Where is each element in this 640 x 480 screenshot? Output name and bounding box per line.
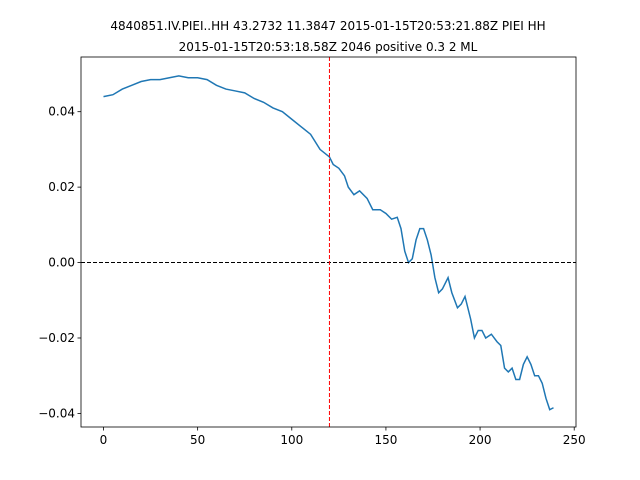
x-tick-label: 250: [563, 433, 586, 447]
y-tick-label: 0.04: [48, 105, 75, 119]
x-tick-label: 50: [190, 433, 205, 447]
y-tick-label: 0.00: [48, 256, 75, 270]
y-tick-label: −0.02: [38, 331, 75, 345]
y-tick-label: 0.02: [48, 180, 75, 194]
x-tick-label: 100: [280, 433, 303, 447]
x-tick-label: 0: [100, 433, 108, 447]
plot-frame: [80, 56, 577, 428]
chart-title: 2015-01-15T20:53:18.58Z 2046 positive 0.…: [179, 40, 478, 54]
chart-title: 4840851.IV.PIEI..HH 43.2732 11.3847 2015…: [110, 19, 545, 33]
x-tick-label: 200: [469, 433, 492, 447]
waveform-line: [103, 75, 554, 411]
y-tick-label: −0.04: [38, 406, 75, 420]
x-tick-label: 150: [374, 433, 397, 447]
